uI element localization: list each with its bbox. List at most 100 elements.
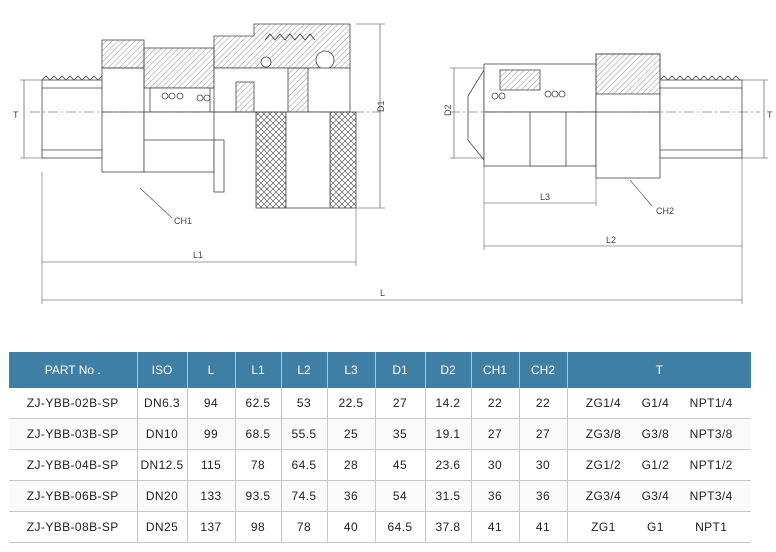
thread-g: G3/8: [641, 427, 670, 441]
thread-zg: ZG3/8: [585, 427, 622, 441]
cell-ch1: 41: [471, 511, 520, 543]
cell-ch1: 30: [471, 449, 520, 481]
cell-iso: DN10: [137, 418, 188, 450]
cell-l3: 40: [327, 511, 376, 543]
thread-g: G3/4: [641, 489, 670, 503]
cell-l: 133: [187, 480, 236, 512]
cell-l3: 36: [327, 480, 376, 512]
thread-npt: NPT1/2: [689, 458, 733, 472]
cell-l1: 98: [235, 511, 282, 543]
dim-label-l2: L2: [606, 235, 616, 245]
header-thread: T: [567, 352, 751, 388]
thread-g: G1/2: [641, 458, 670, 472]
cell-l2: 55.5: [281, 418, 328, 450]
dim-label-l1: L1: [193, 250, 203, 260]
table-header-row: PART No . ISO L L1 L2 L3 D1 D2 CH1 CH2 T: [9, 352, 751, 388]
header-iso: ISO: [137, 352, 188, 388]
cell-thread: ZG1 G1 NPT1: [567, 511, 751, 543]
female-coupler-view: [20, 23, 385, 304]
cell-ch2: 22: [519, 388, 568, 419]
cell-l: 94: [187, 388, 236, 419]
dim-label-l3: L3: [540, 192, 550, 202]
header-l2: L2: [281, 352, 328, 388]
cell-d1: 54: [375, 480, 426, 512]
cell-d2: 19.1: [425, 418, 472, 450]
table-row: ZJ-YBB-03B-SP DN10 99 68.5 55.5 25 35 19…: [9, 418, 751, 450]
cell-l1: 68.5: [235, 418, 282, 450]
cell-l3: 22.5: [327, 388, 376, 419]
cell-d2: 37.8: [425, 511, 472, 543]
dim-label-t-right: T: [767, 110, 773, 120]
cell-l: 99: [187, 418, 236, 450]
cell-d2: 31.5: [425, 480, 472, 512]
cell-d2: 14.2: [425, 388, 472, 419]
cell-l2: 78: [281, 511, 328, 543]
thread-zg: ZG3/4: [585, 489, 622, 503]
cell-l1: 62.5: [235, 388, 282, 419]
thread-zg: ZG1: [591, 520, 616, 534]
dim-label-d1: D1: [376, 100, 386, 112]
dim-label-ch2: CH2: [656, 206, 674, 216]
cell-l1: 78: [235, 449, 282, 481]
male-nipple-view: [450, 53, 768, 304]
cell-d1: 27: [375, 388, 426, 419]
cell-part-no: ZJ-YBB-02B-SP: [9, 388, 138, 419]
dim-label-ch1: CH1: [174, 216, 192, 226]
thread-npt: NPT3/4: [689, 489, 733, 503]
header-l: L: [187, 352, 236, 388]
dim-label-t-left: T: [13, 110, 19, 120]
cell-iso: DN25: [137, 511, 188, 543]
cell-ch2: 27: [519, 418, 568, 450]
cell-l2: 74.5: [281, 480, 328, 512]
cell-l: 115: [187, 449, 236, 481]
cell-l2: 64.5: [281, 449, 328, 481]
cell-thread: ZG1/4 G1/4 NPT1/4: [567, 388, 751, 419]
specification-table: PART No . ISO L L1 L2 L3 D1 D2 CH1 CH2 T…: [9, 352, 751, 543]
header-ch2: CH2: [519, 352, 568, 388]
header-d2: D2: [425, 352, 472, 388]
cell-ch2: 36: [519, 480, 568, 512]
cell-ch2: 41: [519, 511, 568, 543]
coupling-technical-drawing: T D1 CH1 L1 L D2 T L3 CH2 L2: [13, 23, 773, 304]
cell-d2: 23.6: [425, 449, 472, 481]
cell-d1: 64.5: [375, 511, 426, 543]
thread-zg: ZG1/4: [585, 396, 622, 410]
cell-thread: ZG3/8 G3/8 NPT3/8: [567, 418, 751, 450]
cell-l1: 93.5: [235, 480, 282, 512]
table-row: ZJ-YBB-08B-SP DN25 137 98 78 40 64.5 37.…: [9, 511, 751, 543]
cell-thread: ZG1/2 G1/2 NPT1/2: [567, 449, 751, 481]
cell-iso: DN20: [137, 480, 188, 512]
header-d1: D1: [375, 352, 426, 388]
cell-part-no: ZJ-YBB-03B-SP: [9, 418, 138, 450]
cell-thread: ZG3/4 G3/4 NPT3/4: [567, 480, 751, 512]
cell-d1: 35: [375, 418, 426, 450]
cell-iso: DN6.3: [137, 388, 188, 419]
dim-label-l: L: [380, 288, 385, 298]
cell-iso: DN12.5: [137, 449, 188, 481]
table-row: ZJ-YBB-06B-SP DN20 133 93.5 74.5 36 54 3…: [9, 480, 751, 512]
header-l1: L1: [235, 352, 282, 388]
cell-ch1: 36: [471, 480, 520, 512]
cell-part-no: ZJ-YBB-08B-SP: [9, 511, 138, 543]
cell-l3: 28: [327, 449, 376, 481]
cell-l3: 25: [327, 418, 376, 450]
cell-part-no: ZJ-YBB-04B-SP: [9, 449, 138, 481]
cell-d1: 45: [375, 449, 426, 481]
header-l3: L3: [327, 352, 376, 388]
thread-npt: NPT1: [695, 520, 728, 534]
header-ch1: CH1: [471, 352, 520, 388]
thread-npt: NPT3/8: [689, 427, 733, 441]
thread-g: G1/4: [641, 396, 670, 410]
cell-ch1: 27: [471, 418, 520, 450]
thread-g: G1: [646, 520, 664, 534]
cell-l2: 53: [281, 388, 328, 419]
dim-label-d2: D2: [443, 104, 453, 116]
thread-zg: ZG1/2: [585, 458, 622, 472]
cell-ch2: 30: [519, 449, 568, 481]
table-row: ZJ-YBB-02B-SP DN6.3 94 62.5 53 22.5 27 1…: [9, 388, 751, 419]
cell-ch1: 22: [471, 388, 520, 419]
cell-l: 137: [187, 511, 236, 543]
cell-part-no: ZJ-YBB-06B-SP: [9, 480, 138, 512]
header-part-no: PART No .: [9, 352, 138, 388]
thread-npt: NPT1/4: [689, 396, 733, 410]
